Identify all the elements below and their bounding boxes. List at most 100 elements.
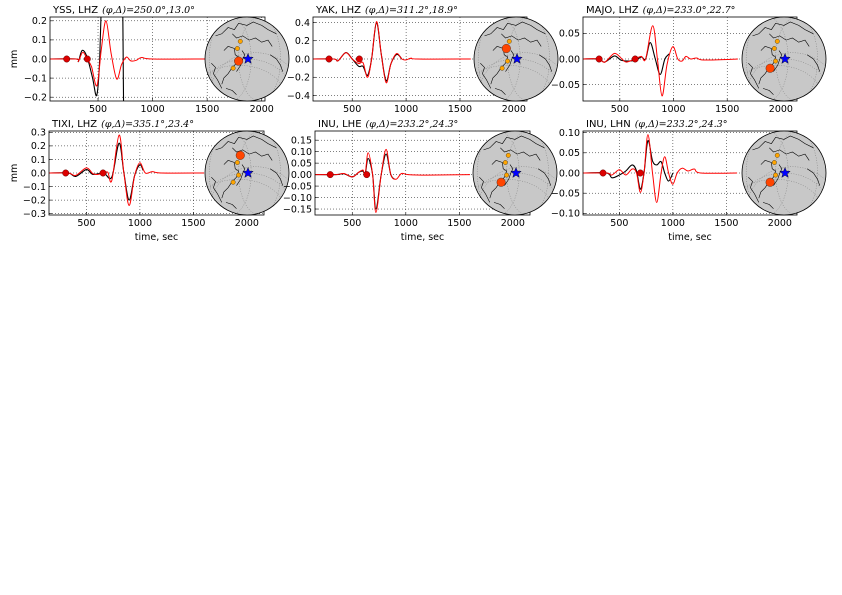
station-name: INU <box>586 119 604 130</box>
graticule <box>238 17 281 101</box>
other-station-marker <box>774 39 780 44</box>
trace-synthetic <box>50 20 208 87</box>
other-station-marker <box>771 46 777 51</box>
y-tick-label: 0.00 <box>559 54 580 65</box>
y-tick-label: 0.3 <box>31 128 46 139</box>
azimuth-distance-label: (φ,Δ)= <box>102 5 134 16</box>
globe-outline <box>204 130 290 216</box>
x-tick-label: 1500 <box>448 104 472 115</box>
coastline <box>748 176 760 203</box>
subplot-1: 500 1000 1500 2000 0.2 0.1 0.0 −0.1 −0.2 YSS, LHZ… <box>9 5 290 115</box>
subplot-6: 500 1000 1500 2000 0.10 0.05 0.00 −0.05 −0.10 INU… <box>551 119 827 243</box>
subplot-2: 500 1000 1500 2000 0.4 0.2 0.0 −0.2 −0.4 YAK, LHZ… <box>287 5 559 115</box>
globe-inset-map <box>473 16 559 102</box>
coastline <box>215 135 277 151</box>
y-tick-label: −0.05 <box>283 181 312 192</box>
channel-name: LHN <box>610 119 631 130</box>
y-tick-label: −0.10 <box>551 209 580 220</box>
y-axis-label: mm <box>9 164 20 183</box>
x-tick-label: 1000 <box>128 218 152 229</box>
coastline <box>494 88 506 95</box>
x-tick-label: 1500 <box>715 104 739 115</box>
trace-synthetic <box>49 134 205 207</box>
window-marker <box>99 169 107 177</box>
coastline <box>483 135 545 151</box>
y-tick-label: −0.1 <box>23 182 46 193</box>
azimuth-distance-label: (φ,Δ)= <box>366 119 398 130</box>
graticule <box>775 17 818 101</box>
epicenter-star-icon <box>779 166 791 178</box>
azimuth-distance-label: (φ,Δ)= <box>365 5 397 16</box>
x-tick-label: 2000 <box>502 104 526 115</box>
x-tick-label: 500 <box>611 104 629 115</box>
x-axis-label: time, sec <box>401 232 445 243</box>
subplot-5: 500 1000 1500 20000.150.100.050.00−0.05−0.1… <box>283 119 558 243</box>
x-tick-label: 2000 <box>235 218 259 229</box>
y-tick-label: 0.00 <box>291 170 312 181</box>
station-marker <box>496 177 506 187</box>
trace-synthetic <box>583 134 738 204</box>
other-station-marker <box>230 65 236 71</box>
channel-name: LHE <box>342 119 361 130</box>
y-tick-label: −0.2 <box>24 92 47 103</box>
subplot-title: INU, LHE (φ,Δ)=233.2°,24.3° <box>318 119 458 130</box>
window-marker <box>355 55 363 63</box>
station-marker <box>765 63 775 73</box>
x-tick-label: 1500 <box>447 218 471 229</box>
subplot-title: INU, LHN (φ,Δ)=233.2°,24.3° <box>586 119 727 130</box>
other-station-marker <box>505 153 511 158</box>
other-station-marker <box>236 172 241 178</box>
y-tick-label: −0.15 <box>283 204 312 215</box>
x-axis-label: time, sec <box>668 232 712 243</box>
y-tick-label: −0.3 <box>23 209 46 220</box>
x-tick-label: 1500 <box>714 218 738 229</box>
x-tick-label: 2000 <box>769 104 793 115</box>
x-tick-label: 500 <box>343 218 361 229</box>
station-marker <box>234 56 244 66</box>
graticule <box>507 17 550 101</box>
station-name: TIXI <box>51 119 71 130</box>
subplot-title: TIXI, LHZ (φ,Δ)=335.1°,23.4° <box>51 119 194 130</box>
title-sep: , <box>72 5 78 16</box>
title-sep: , <box>335 5 341 16</box>
coastline <box>269 168 283 186</box>
coastline <box>748 62 760 89</box>
y-tick-label: 0.05 <box>291 158 312 169</box>
x-tick-label: 1500 <box>181 218 205 229</box>
y-tick-label: 0.2 <box>31 141 46 152</box>
coastline <box>500 147 541 161</box>
coastline <box>225 202 237 209</box>
other-station-marker <box>774 153 780 158</box>
y-tick-label: −0.05 <box>551 188 580 199</box>
other-station-marker <box>773 58 778 64</box>
azimuth-distance-label: (φ,Δ)= <box>101 119 133 130</box>
coastline <box>225 88 237 95</box>
window-marker <box>595 55 603 63</box>
y-tick-label: 0.05 <box>559 148 580 159</box>
coastline <box>236 50 246 72</box>
window-marker <box>325 55 333 63</box>
x-tick-label: 500 <box>77 218 95 229</box>
window-marker <box>631 55 639 63</box>
coastline <box>232 147 273 161</box>
coastline <box>505 50 515 72</box>
coastline <box>215 21 277 37</box>
other-station-marker <box>499 65 505 71</box>
x-tick-label: 1000 <box>661 218 685 229</box>
coastline <box>762 88 774 95</box>
globe-inset-map <box>204 130 290 216</box>
coastline <box>537 168 551 186</box>
graticule <box>506 131 549 215</box>
y-tick-label: −0.1 <box>24 73 47 84</box>
azimuth-distance-values: 233.2°,24.3° <box>396 119 458 130</box>
y-tick-label: 0.2 <box>295 36 310 47</box>
coastline <box>480 62 492 89</box>
window-marker <box>62 169 70 177</box>
station-name: YSS <box>52 5 72 16</box>
coastline <box>806 168 820 186</box>
y-tick-label: 0.0 <box>295 54 310 65</box>
y-tick-label: 0.10 <box>559 128 580 139</box>
coastline <box>773 50 783 72</box>
globe-outline <box>204 16 290 102</box>
